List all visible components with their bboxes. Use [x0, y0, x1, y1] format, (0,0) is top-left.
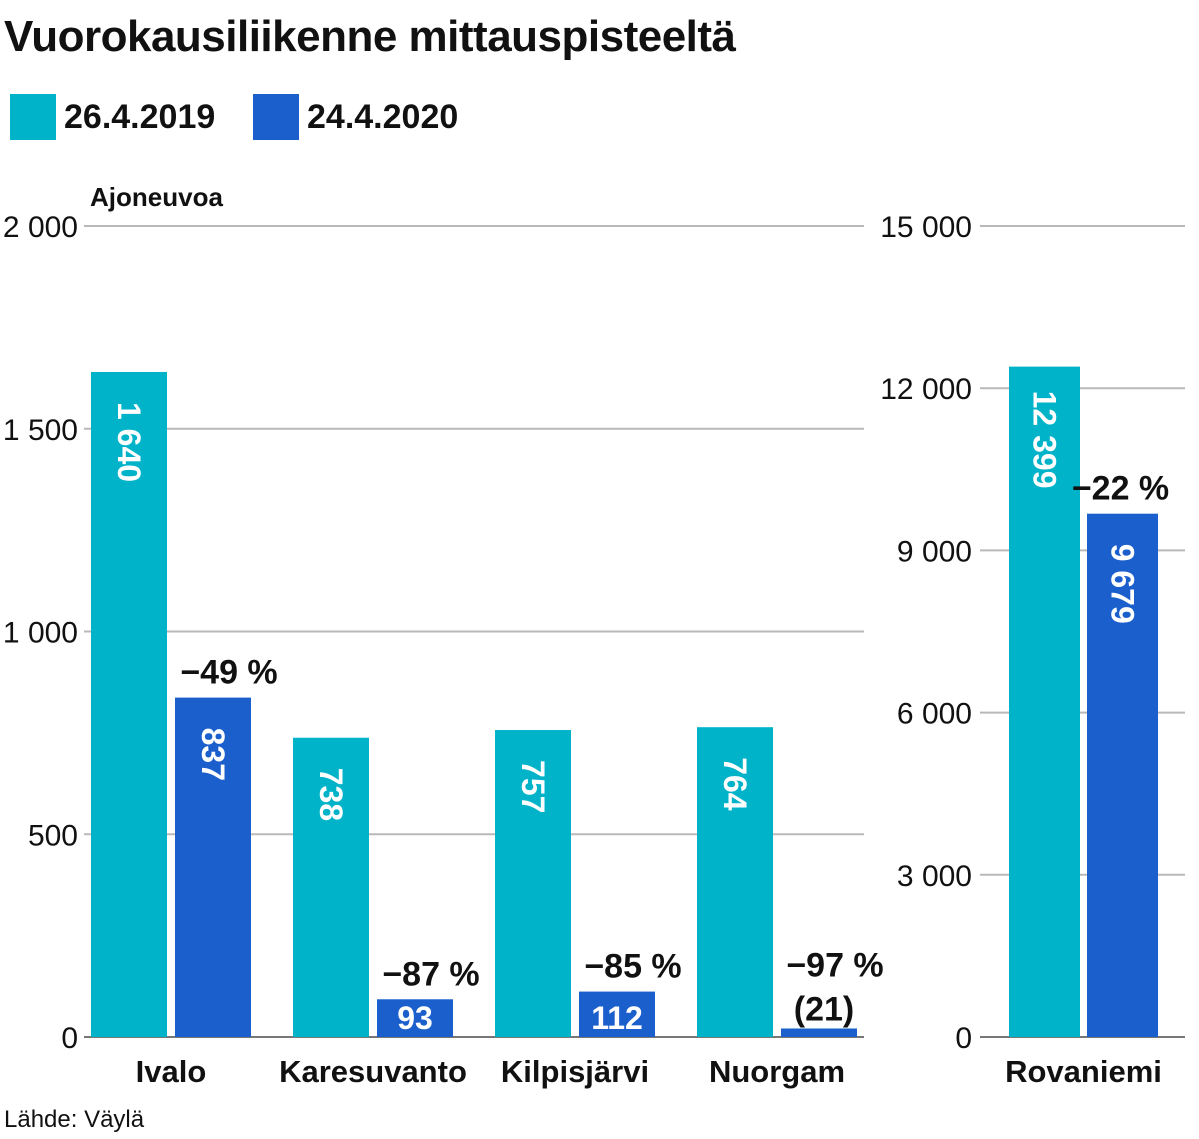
bar-2019 — [91, 371, 167, 1038]
legend-item-2019: 26.4.2019 — [10, 94, 215, 140]
data-label-2019: 757 — [515, 760, 551, 813]
bar-2019 — [1009, 366, 1080, 1037]
bar-2020 — [175, 697, 251, 1037]
x-category-label: Karesuvanto — [279, 1054, 467, 1089]
chart-title: Vuorokausiliikenne mittauspisteeltä — [4, 12, 736, 61]
y-tick-label-right: 15 000 — [880, 211, 972, 244]
bar-2020 — [579, 991, 655, 1037]
y-tick-label-left: 1 000 — [3, 617, 78, 650]
change-annotation: −22 % — [1072, 470, 1169, 508]
data-label-2019: 1 640 — [111, 402, 147, 482]
y-tick-label-right: 3 000 — [897, 860, 972, 893]
bar-2020 — [377, 999, 453, 1037]
data-label-2020: 93 — [397, 1000, 433, 1036]
y-tick-label-right: 12 000 — [880, 373, 972, 406]
data-label-2019: 738 — [313, 768, 349, 821]
bar-2020 — [1087, 513, 1158, 1037]
y-tick-label-right: 6 000 — [897, 698, 972, 731]
y-axis-label: Ajoneuvoa — [90, 182, 223, 212]
data-label-2019: 764 — [717, 757, 753, 811]
legend-swatch-2019 — [10, 94, 56, 140]
change-annotation: −87 % — [382, 955, 479, 993]
y-tick-label-right: 9 000 — [897, 535, 972, 568]
bar-2019 — [495, 730, 571, 1037]
bar-2020 — [781, 1028, 857, 1037]
change-annotation: −97 % — [786, 946, 883, 984]
legend-swatch-2020 — [253, 94, 299, 140]
change-annotation: −85 % — [584, 948, 681, 986]
x-category-label: Kilpisjärvi — [501, 1054, 649, 1089]
legend-label-2019: 26.4.2019 — [64, 97, 216, 136]
source-note: Lähde: Väylä — [4, 1106, 145, 1133]
y-tick-label-right: 0 — [955, 1022, 972, 1055]
data-label-2019: 12 399 — [1027, 391, 1063, 489]
y-tick-label-left: 0 — [61, 1022, 78, 1055]
data-label-2020: 112 — [591, 1000, 643, 1036]
bar-2019 — [293, 737, 369, 1037]
y-tick-label-left: 1 500 — [3, 414, 78, 447]
data-label-2020: 837 — [195, 728, 231, 781]
y-tick-label-left: 500 — [28, 819, 78, 852]
y-tick-label-left: 2 000 — [3, 211, 78, 244]
data-label-2020: (21) — [794, 990, 854, 1028]
bar-2019 — [697, 727, 773, 1037]
legend-item-2020: 24.4.2020 — [253, 94, 458, 140]
x-category-label: Rovaniemi — [1005, 1054, 1162, 1089]
bar-chart: Ajoneuvoa 0 500 1 000 1 500 2 000 1 640 837 −49… — [3, 182, 1185, 1089]
legend-label-2020: 24.4.2020 — [307, 97, 459, 136]
x-category-label: Nuorgam — [709, 1054, 845, 1089]
change-annotation: −49 % — [180, 654, 277, 692]
data-label-2020: 9 679 — [1105, 544, 1141, 624]
x-category-label: Ivalo — [136, 1054, 207, 1089]
